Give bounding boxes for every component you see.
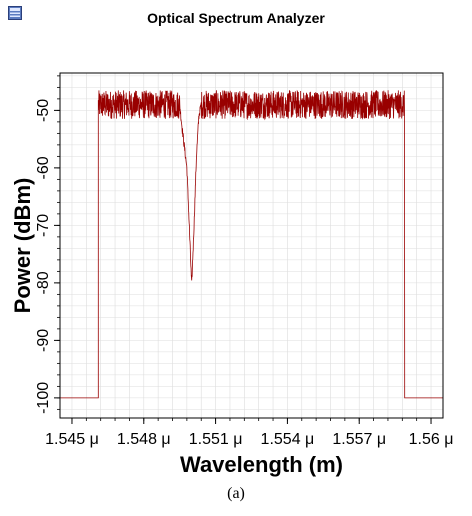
- spectrum-chart: 1.545 μ 1.548 μ 1.551 μ 1.554 μ 1.557 μ 1.56 …: [10, 72, 453, 477]
- y-tick-label: -90: [35, 329, 52, 352]
- x-tick-label: 1.554 μ: [261, 431, 315, 448]
- grid: [60, 73, 443, 418]
- y-axis-label: Power (dBm): [10, 178, 35, 314]
- y-tick-label: -50: [35, 99, 52, 122]
- tick-labels: 1.545 μ 1.548 μ 1.551 μ 1.554 μ 1.557 μ 1.56 …: [35, 99, 453, 448]
- trace-layer: [60, 89, 443, 399]
- y-tick-label: -80: [35, 271, 52, 294]
- x-tick-label: 1.545 μ: [45, 431, 99, 448]
- ticks: [54, 75, 432, 424]
- y-tick-label: -70: [35, 214, 52, 237]
- chart-title: Optical Spectrum Analyzer: [147, 10, 325, 26]
- x-tick-label: 1.551 μ: [189, 431, 243, 448]
- y-tick-label: -100: [35, 382, 52, 414]
- plot-frame: [59, 72, 444, 419]
- x-tick-label: 1.557 μ: [332, 431, 386, 448]
- x-axis-label: Wavelength (m): [180, 452, 343, 477]
- x-tick-label: 1.56 μ: [409, 431, 454, 448]
- x-tick-label: 1.548 μ: [117, 431, 171, 448]
- y-tick-label: -60: [35, 156, 52, 179]
- figure-caption: (a): [227, 485, 245, 502]
- spectrum-trace: [60, 89, 443, 399]
- app-window-icon: [8, 6, 22, 20]
